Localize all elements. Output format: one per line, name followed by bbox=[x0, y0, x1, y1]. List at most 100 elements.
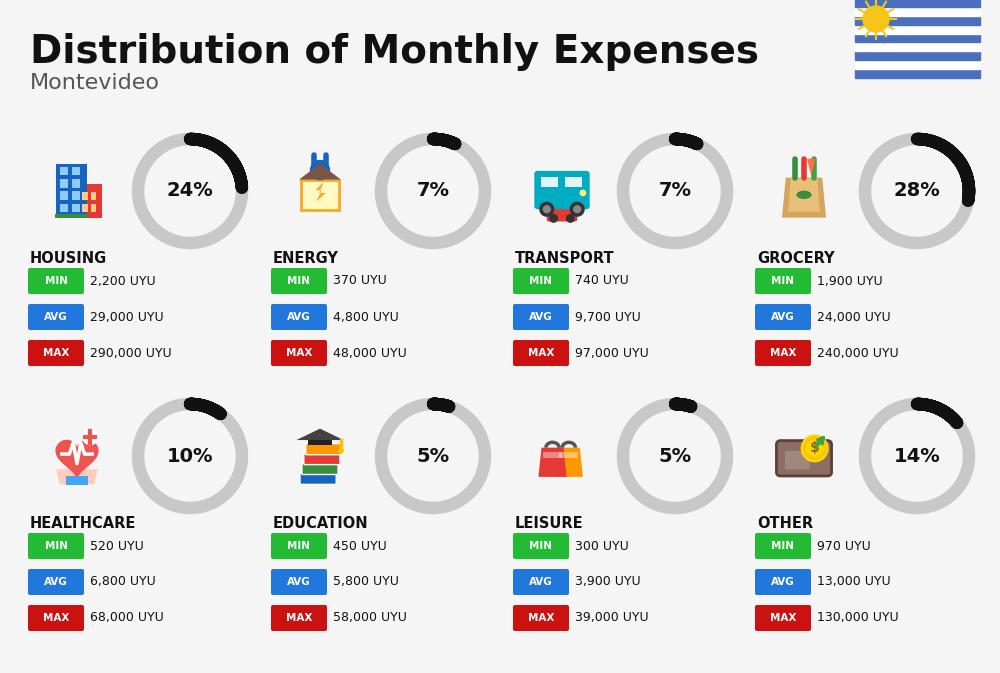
Polygon shape bbox=[299, 164, 341, 180]
Text: 29,000 UYU: 29,000 UYU bbox=[90, 310, 164, 324]
Text: MAX: MAX bbox=[43, 348, 69, 358]
Text: 3,900 UYU: 3,900 UYU bbox=[575, 575, 641, 588]
FancyBboxPatch shape bbox=[28, 304, 84, 330]
Circle shape bbox=[580, 190, 586, 196]
Text: 1,900 UYU: 1,900 UYU bbox=[817, 275, 883, 287]
Text: GROCERY: GROCERY bbox=[757, 251, 835, 266]
FancyBboxPatch shape bbox=[82, 192, 88, 200]
Text: MIN: MIN bbox=[44, 541, 68, 551]
FancyBboxPatch shape bbox=[81, 184, 102, 218]
Circle shape bbox=[310, 161, 330, 180]
FancyBboxPatch shape bbox=[513, 304, 569, 330]
FancyBboxPatch shape bbox=[302, 463, 338, 474]
Polygon shape bbox=[315, 182, 326, 202]
Text: AVG: AVG bbox=[529, 312, 553, 322]
Text: 7%: 7% bbox=[658, 182, 692, 201]
FancyBboxPatch shape bbox=[28, 533, 84, 559]
Text: MAX: MAX bbox=[770, 613, 796, 623]
Circle shape bbox=[83, 429, 98, 445]
FancyBboxPatch shape bbox=[271, 605, 327, 631]
Text: 24%: 24% bbox=[167, 182, 213, 201]
Circle shape bbox=[543, 206, 550, 213]
FancyBboxPatch shape bbox=[271, 533, 327, 559]
Text: 39,000 UYU: 39,000 UYU bbox=[575, 612, 649, 625]
Text: AVG: AVG bbox=[529, 577, 553, 587]
FancyBboxPatch shape bbox=[755, 340, 811, 366]
Text: TRANSPORT: TRANSPORT bbox=[515, 251, 615, 266]
Bar bbox=[855, 25, 980, 34]
Bar bbox=[855, 51, 980, 60]
FancyBboxPatch shape bbox=[534, 171, 590, 209]
FancyBboxPatch shape bbox=[755, 304, 811, 330]
FancyBboxPatch shape bbox=[28, 569, 84, 595]
Text: 7%: 7% bbox=[416, 182, 450, 201]
Text: AVG: AVG bbox=[287, 577, 311, 587]
Polygon shape bbox=[555, 448, 583, 477]
FancyBboxPatch shape bbox=[513, 533, 569, 559]
Text: EDUCATION: EDUCATION bbox=[273, 516, 369, 531]
FancyBboxPatch shape bbox=[755, 605, 811, 631]
Text: MAX: MAX bbox=[528, 613, 554, 623]
Text: 68,000 UYU: 68,000 UYU bbox=[90, 612, 164, 625]
FancyBboxPatch shape bbox=[28, 268, 84, 294]
Text: 2,200 UYU: 2,200 UYU bbox=[90, 275, 156, 287]
Text: 450 UYU: 450 UYU bbox=[333, 540, 387, 553]
Text: 4,800 UYU: 4,800 UYU bbox=[333, 310, 399, 324]
FancyBboxPatch shape bbox=[271, 268, 327, 294]
Bar bbox=[855, 60, 980, 69]
Text: 58,000 UYU: 58,000 UYU bbox=[333, 612, 407, 625]
Text: $: $ bbox=[810, 441, 820, 456]
Text: 10%: 10% bbox=[167, 446, 213, 466]
Text: MAX: MAX bbox=[286, 348, 312, 358]
Text: MIN: MIN bbox=[288, 541, 310, 551]
Polygon shape bbox=[538, 448, 567, 477]
Bar bbox=[855, 0, 980, 7]
Text: 5,800 UYU: 5,800 UYU bbox=[333, 575, 399, 588]
Polygon shape bbox=[56, 440, 98, 479]
Text: ENERGY: ENERGY bbox=[273, 251, 339, 266]
Text: HOUSING: HOUSING bbox=[30, 251, 107, 266]
Text: MIN: MIN bbox=[44, 276, 68, 286]
FancyBboxPatch shape bbox=[28, 340, 84, 366]
FancyBboxPatch shape bbox=[541, 176, 558, 187]
FancyBboxPatch shape bbox=[72, 203, 80, 212]
FancyBboxPatch shape bbox=[82, 205, 88, 212]
Circle shape bbox=[801, 435, 828, 462]
Bar bbox=[855, 15, 980, 25]
FancyBboxPatch shape bbox=[271, 340, 327, 366]
Text: MIN: MIN bbox=[772, 541, 794, 551]
Text: 6,800 UYU: 6,800 UYU bbox=[90, 575, 156, 588]
Text: AVG: AVG bbox=[771, 312, 795, 322]
Text: 240,000 UYU: 240,000 UYU bbox=[817, 347, 899, 359]
FancyBboxPatch shape bbox=[785, 451, 810, 469]
Polygon shape bbox=[782, 178, 826, 217]
Circle shape bbox=[540, 203, 554, 216]
FancyBboxPatch shape bbox=[513, 340, 569, 366]
Text: 370 UYU: 370 UYU bbox=[333, 275, 387, 287]
Text: MIN: MIN bbox=[288, 276, 310, 286]
FancyBboxPatch shape bbox=[60, 191, 68, 200]
FancyBboxPatch shape bbox=[755, 268, 811, 294]
Bar bbox=[855, 42, 980, 51]
Text: 28%: 28% bbox=[894, 182, 940, 201]
Bar bbox=[855, 34, 980, 42]
Text: HEALTHCARE: HEALTHCARE bbox=[30, 516, 136, 531]
FancyBboxPatch shape bbox=[513, 569, 569, 595]
Text: 970 UYU: 970 UYU bbox=[817, 540, 871, 553]
Circle shape bbox=[863, 6, 889, 32]
FancyBboxPatch shape bbox=[304, 454, 340, 464]
Text: 300 UYU: 300 UYU bbox=[575, 540, 629, 553]
FancyBboxPatch shape bbox=[565, 176, 582, 187]
Text: MAX: MAX bbox=[528, 348, 554, 358]
Polygon shape bbox=[56, 469, 98, 485]
Text: MIN: MIN bbox=[530, 541, 552, 551]
Ellipse shape bbox=[796, 190, 812, 199]
Text: Montevideo: Montevideo bbox=[30, 73, 160, 93]
Circle shape bbox=[570, 203, 584, 216]
FancyBboxPatch shape bbox=[91, 205, 96, 212]
FancyBboxPatch shape bbox=[60, 203, 68, 212]
Text: MIN: MIN bbox=[772, 276, 794, 286]
Polygon shape bbox=[807, 159, 815, 176]
Text: MIN: MIN bbox=[530, 276, 552, 286]
Text: 13,000 UYU: 13,000 UYU bbox=[817, 575, 891, 588]
